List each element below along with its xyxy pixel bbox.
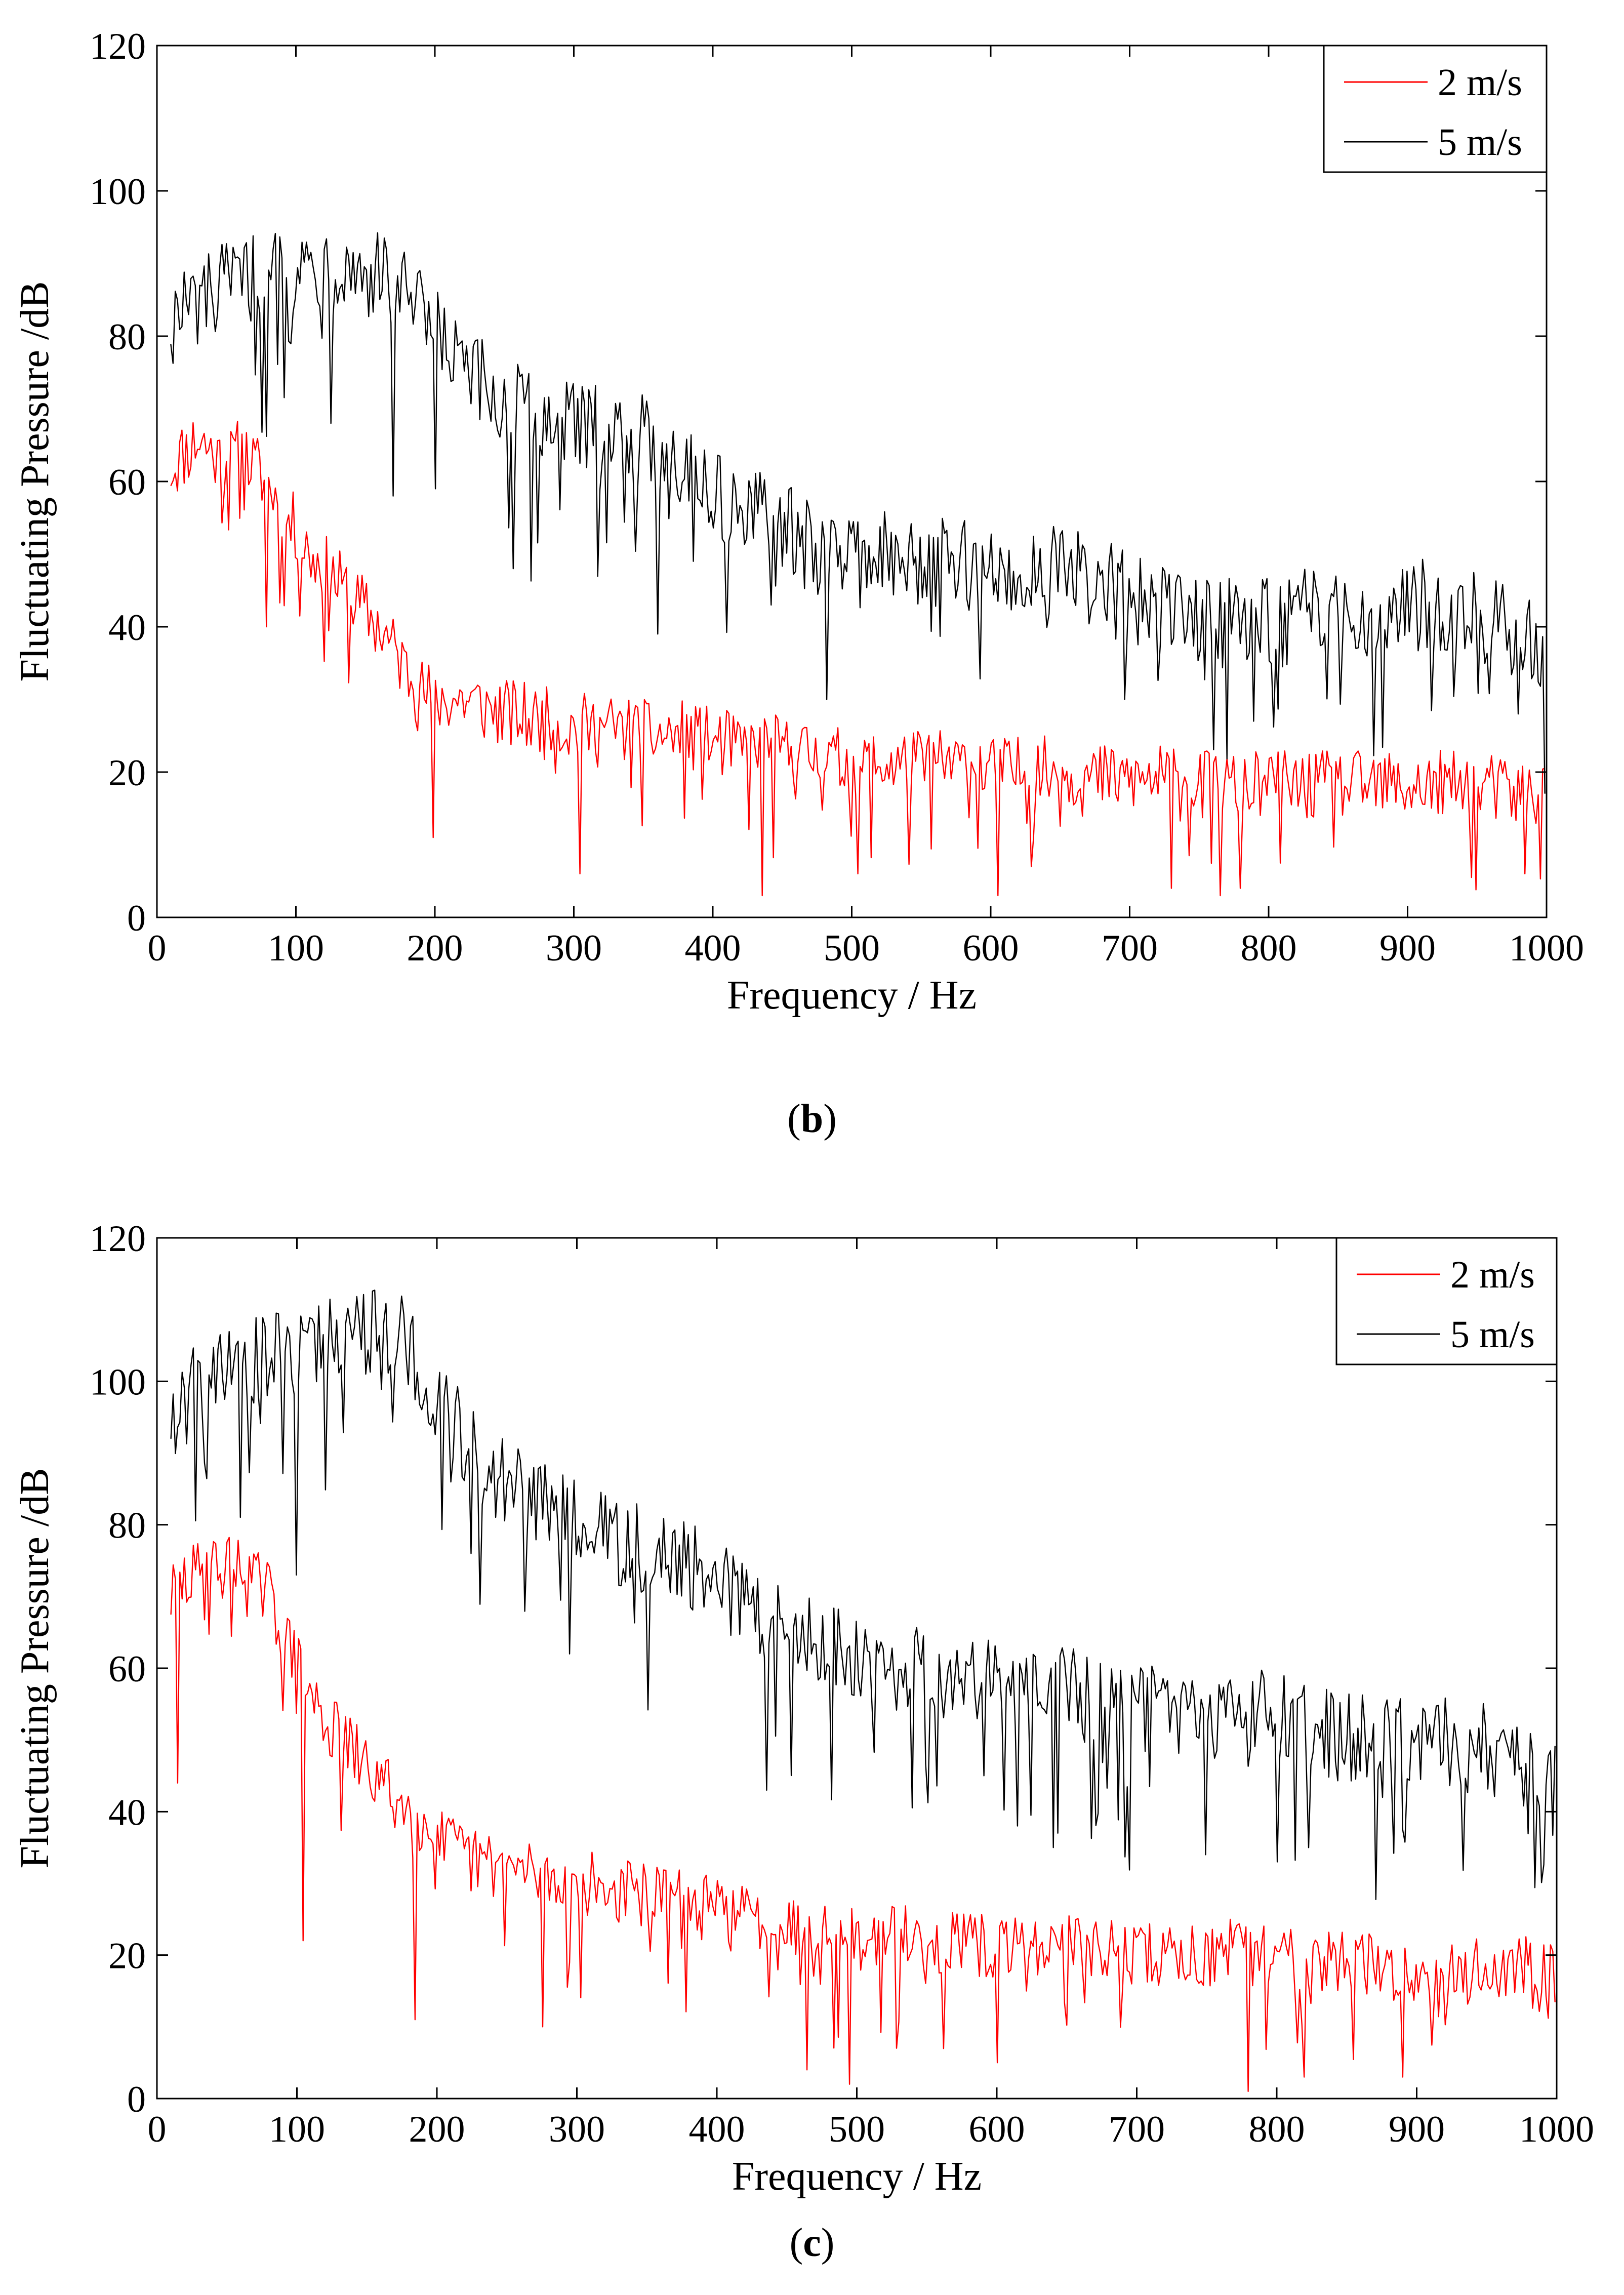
- chart-b-legend-label-2ms: 2 m/s: [1438, 61, 1522, 104]
- chart-b: 0 100 200 300 400 500 600 700 800 900 1000 0 20 40 60 8…: [13, 26, 1584, 1018]
- chart-c-xtick-label: 1000: [1519, 2109, 1594, 2150]
- chart-c-legend-label-2ms: 2 m/s: [1450, 1254, 1535, 1296]
- chart-b-xtick-label: 1000: [1509, 928, 1584, 969]
- chart-b-xtick-label: 600: [963, 928, 1019, 969]
- chart-c-xtick-label: 300: [549, 2109, 605, 2150]
- chart-b-ytick-label: 120: [90, 26, 146, 67]
- chart-b-series-5ms-line: [170, 232, 1546, 794]
- chart-b-ytick-label: 20: [108, 752, 146, 794]
- chart-b-xtick-label: 400: [685, 928, 741, 969]
- chart-c-ytick-label: 40: [108, 1792, 146, 1833]
- chart-c-legend: [1335, 1237, 1558, 1365]
- chart-c-legend-label-5ms: 5 m/s: [1450, 1313, 1535, 1356]
- chart-c-ytick-label: 20: [108, 1936, 146, 1977]
- chart-c-xtick-label: 400: [689, 2109, 745, 2150]
- chart-b-xtick-label: 700: [1102, 928, 1158, 969]
- chart-b-xtick-label: 900: [1379, 928, 1436, 969]
- chart-b-legend-label-5ms: 5 m/s: [1438, 121, 1522, 164]
- chart-c-xtick-label: 500: [829, 2109, 885, 2150]
- chart-b-xtick-label: 200: [407, 928, 463, 969]
- chart-c-ytick-label: 0: [127, 2079, 146, 2120]
- chart-c-ytick-label: 100: [90, 1361, 146, 1403]
- chart-b-ytick-label: 100: [90, 171, 146, 213]
- chart-c-series-2ms-line: [170, 1537, 1556, 2092]
- chart-c-series-5ms-line: [170, 1290, 1556, 1900]
- chart-c-xtick-label: 100: [269, 2109, 325, 2150]
- chart-b-xtick-label: 800: [1241, 928, 1297, 969]
- chart-c: 0 100 200 300 400 500 600 700 800 900 1000 0 20 40 60 8…: [13, 1218, 1594, 2199]
- chart-b-ytick-label: 0: [127, 898, 146, 939]
- chart-b-series-2ms-line: [170, 421, 1546, 897]
- chart-c-xtick-label: 900: [1389, 2109, 1445, 2150]
- chart-c-y-axis-title: Fluctuating Pressure /dB: [13, 1468, 57, 1868]
- caption-b: (b): [787, 1097, 837, 1141]
- chart-b-ytick-label: 40: [108, 607, 146, 649]
- chart-b-x-axis-title: Frequency / Hz: [727, 973, 977, 1018]
- chart-b-y-axis-title: Fluctuating Pressure /dB: [13, 281, 57, 681]
- chart-b-xtick-label: 0: [148, 928, 167, 969]
- chart-c-xtick-label: 800: [1249, 2109, 1305, 2150]
- chart-c-xtick-label: 700: [1109, 2109, 1165, 2150]
- chart-c-xtick-label: 0: [148, 2109, 167, 2150]
- chart-b-xtick-label: 500: [824, 928, 880, 969]
- chart-c-xtick-label: 200: [409, 2109, 465, 2150]
- chart-b-ytick-label: 80: [108, 316, 146, 358]
- chart-b-plot-frame: [156, 45, 1548, 918]
- chart-c-xtick-label: 600: [969, 2109, 1025, 2150]
- chart-c-ytick-label: 80: [108, 1505, 146, 1547]
- chart-c-ytick-label: 60: [108, 1648, 146, 1690]
- chart-c-ytick-label: 120: [90, 1218, 146, 1260]
- chart-b-ytick-label: 60: [108, 462, 146, 503]
- chart-b-xtick-label: 300: [546, 928, 602, 969]
- chart-b-legend: [1323, 45, 1548, 173]
- chart-b-xtick-label: 100: [268, 928, 324, 969]
- caption-c: (c): [789, 2221, 835, 2265]
- chart-c-x-axis-title: Frequency / Hz: [732, 2154, 982, 2199]
